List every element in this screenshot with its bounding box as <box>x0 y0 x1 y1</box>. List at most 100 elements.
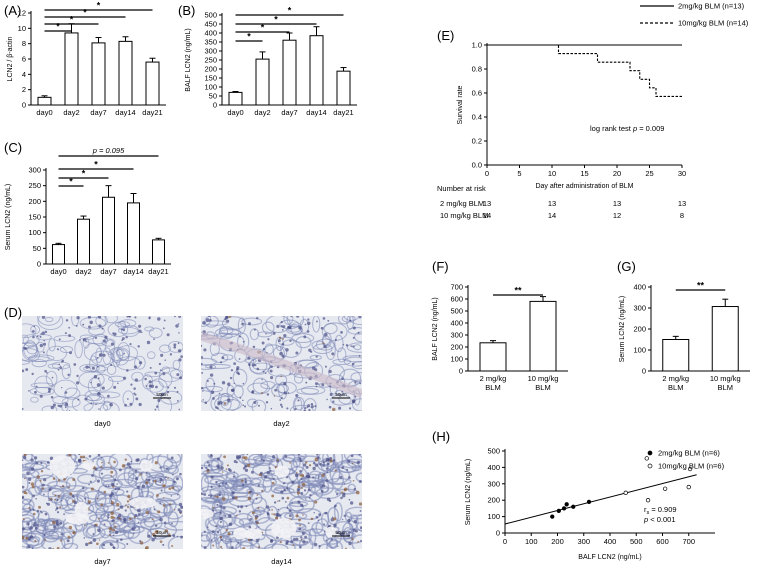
micrograph-alveolar-wall <box>45 370 58 387</box>
panel-c-x-tick-label: day0 <box>50 267 66 276</box>
micrograph-nucleus <box>97 392 101 396</box>
micrograph-nucleus <box>247 496 252 501</box>
micrograph-nucleus <box>283 382 287 386</box>
micrograph-nucleus <box>296 472 298 474</box>
micrograph-alveolar-wall <box>112 348 130 366</box>
micrograph-nucleus <box>236 371 239 374</box>
micrograph-nucleus <box>357 331 360 334</box>
micrograph-nucleus <box>31 485 35 489</box>
micrograph-nucleus <box>126 462 131 466</box>
micrograph-alveolar-wall <box>166 454 183 464</box>
micrograph-nucleus <box>177 342 180 345</box>
micrograph-alveolar-wall <box>326 539 344 549</box>
micrograph-nucleus <box>348 531 351 534</box>
micrograph-nucleus <box>159 481 162 484</box>
micrograph-alveolar-wall <box>167 535 183 549</box>
micrograph-nucleus <box>53 525 57 529</box>
micrograph-nucleus <box>359 526 362 530</box>
micrograph-nucleus <box>52 520 56 525</box>
micrograph-alveolar-wall <box>319 479 330 494</box>
micrograph-nucleus <box>36 509 40 513</box>
panel-h-x-tick-label: 300 <box>577 537 590 546</box>
micrograph-nucleus <box>126 543 129 545</box>
micrograph-nucleus <box>284 500 287 503</box>
panel-c-y-tick-label: 150 <box>28 213 41 222</box>
micrograph-nucleus <box>289 339 292 343</box>
micrograph-nucleus <box>68 410 71 411</box>
micrograph-nucleus <box>82 486 85 489</box>
micrograph-nucleus <box>325 479 329 482</box>
micrograph-nucleus <box>341 518 344 521</box>
micrograph-nucleus <box>294 407 297 411</box>
panel-e-x-tick-label: 0 <box>485 169 489 178</box>
micrograph-nucleus <box>162 327 165 330</box>
micrograph-nucleus <box>23 454 27 457</box>
micrograph-nucleus <box>173 386 177 389</box>
micrograph-nucleus <box>279 540 282 544</box>
micrograph-nucleus <box>43 339 45 342</box>
micrograph-nucleus <box>314 368 318 372</box>
panel-c-y-tick-label: 250 <box>28 181 41 190</box>
micrograph-nucleus <box>170 495 173 497</box>
micrograph-nucleus <box>129 343 132 346</box>
panel-h-legend-marker <box>647 463 653 469</box>
panel-e-label: (E) <box>437 28 454 43</box>
micrograph-nucleus <box>281 342 285 346</box>
micrograph-nucleus <box>152 479 155 482</box>
panel-b-bar <box>309 35 324 106</box>
micrograph-scale-label: 50μm <box>156 392 168 397</box>
micrograph-alveolar-wall <box>201 464 214 475</box>
micrograph-alveolar-wall <box>64 387 81 400</box>
micrograph-nucleus <box>40 470 44 473</box>
micrograph-nucleus <box>163 319 166 322</box>
micrograph-alveolar-wall <box>250 534 277 549</box>
micrograph-alveolar-wall <box>242 458 258 465</box>
micrograph-nucleus <box>176 535 179 538</box>
micrograph-nucleus <box>136 458 140 462</box>
micrograph-alveolar-wall <box>201 364 217 370</box>
micrograph-nucleus <box>270 539 274 543</box>
micrograph-nucleus <box>238 358 241 360</box>
micrograph-alveolar-wall <box>120 516 134 524</box>
micrograph-nucleus <box>90 402 93 405</box>
micrograph-nucleus <box>219 535 223 539</box>
micrograph-nucleus <box>347 518 351 523</box>
micrograph-nucleus <box>235 368 239 371</box>
micrograph-nucleus <box>120 531 122 533</box>
micrograph-nucleus <box>266 393 270 396</box>
micrograph-alveolar-wall <box>225 471 239 480</box>
micrograph-nucleus <box>332 517 337 521</box>
micrograph-nucleus <box>44 369 47 373</box>
micrograph-nucleus <box>298 326 302 330</box>
micrograph-nucleus <box>57 494 61 498</box>
micrograph-nucleus <box>292 537 296 541</box>
micrograph-nucleus <box>255 538 259 542</box>
micrograph-nucleus <box>176 399 179 402</box>
micrograph-nucleus <box>33 512 36 516</box>
micrograph-nucleus <box>297 485 301 489</box>
micrograph-alveolar-wall <box>327 477 352 486</box>
micrograph-nucleus <box>36 335 39 338</box>
panel-e-annotation-part: = 0.009 <box>637 124 664 133</box>
micrograph-nucleus <box>102 353 106 357</box>
micrograph-nucleus <box>137 521 140 524</box>
panel-c-bar <box>102 196 115 265</box>
micrograph-nucleus <box>257 404 260 407</box>
micrograph-nucleus <box>249 518 253 521</box>
micrograph-nucleus <box>351 400 355 404</box>
micrograph-nucleus <box>207 464 211 467</box>
micrograph-nucleus <box>91 366 95 370</box>
micrograph-nucleus <box>310 350 313 353</box>
micrograph-nucleus <box>22 459 24 461</box>
micrograph-nucleus <box>358 354 361 357</box>
micrograph-alveolar-wall <box>293 373 304 384</box>
micrograph-alveolar-wall <box>210 352 229 363</box>
micrograph-nucleus <box>262 347 266 351</box>
micrograph-nucleus <box>22 485 25 489</box>
micrograph-nucleus <box>61 533 64 535</box>
micrograph-nucleus <box>138 329 142 333</box>
panel-f-y-tick-label: 0 <box>459 367 463 376</box>
panel-e-legend-label: 10mg/kg BLM (n=14) <box>678 19 749 28</box>
micrograph-nucleus <box>203 493 207 496</box>
